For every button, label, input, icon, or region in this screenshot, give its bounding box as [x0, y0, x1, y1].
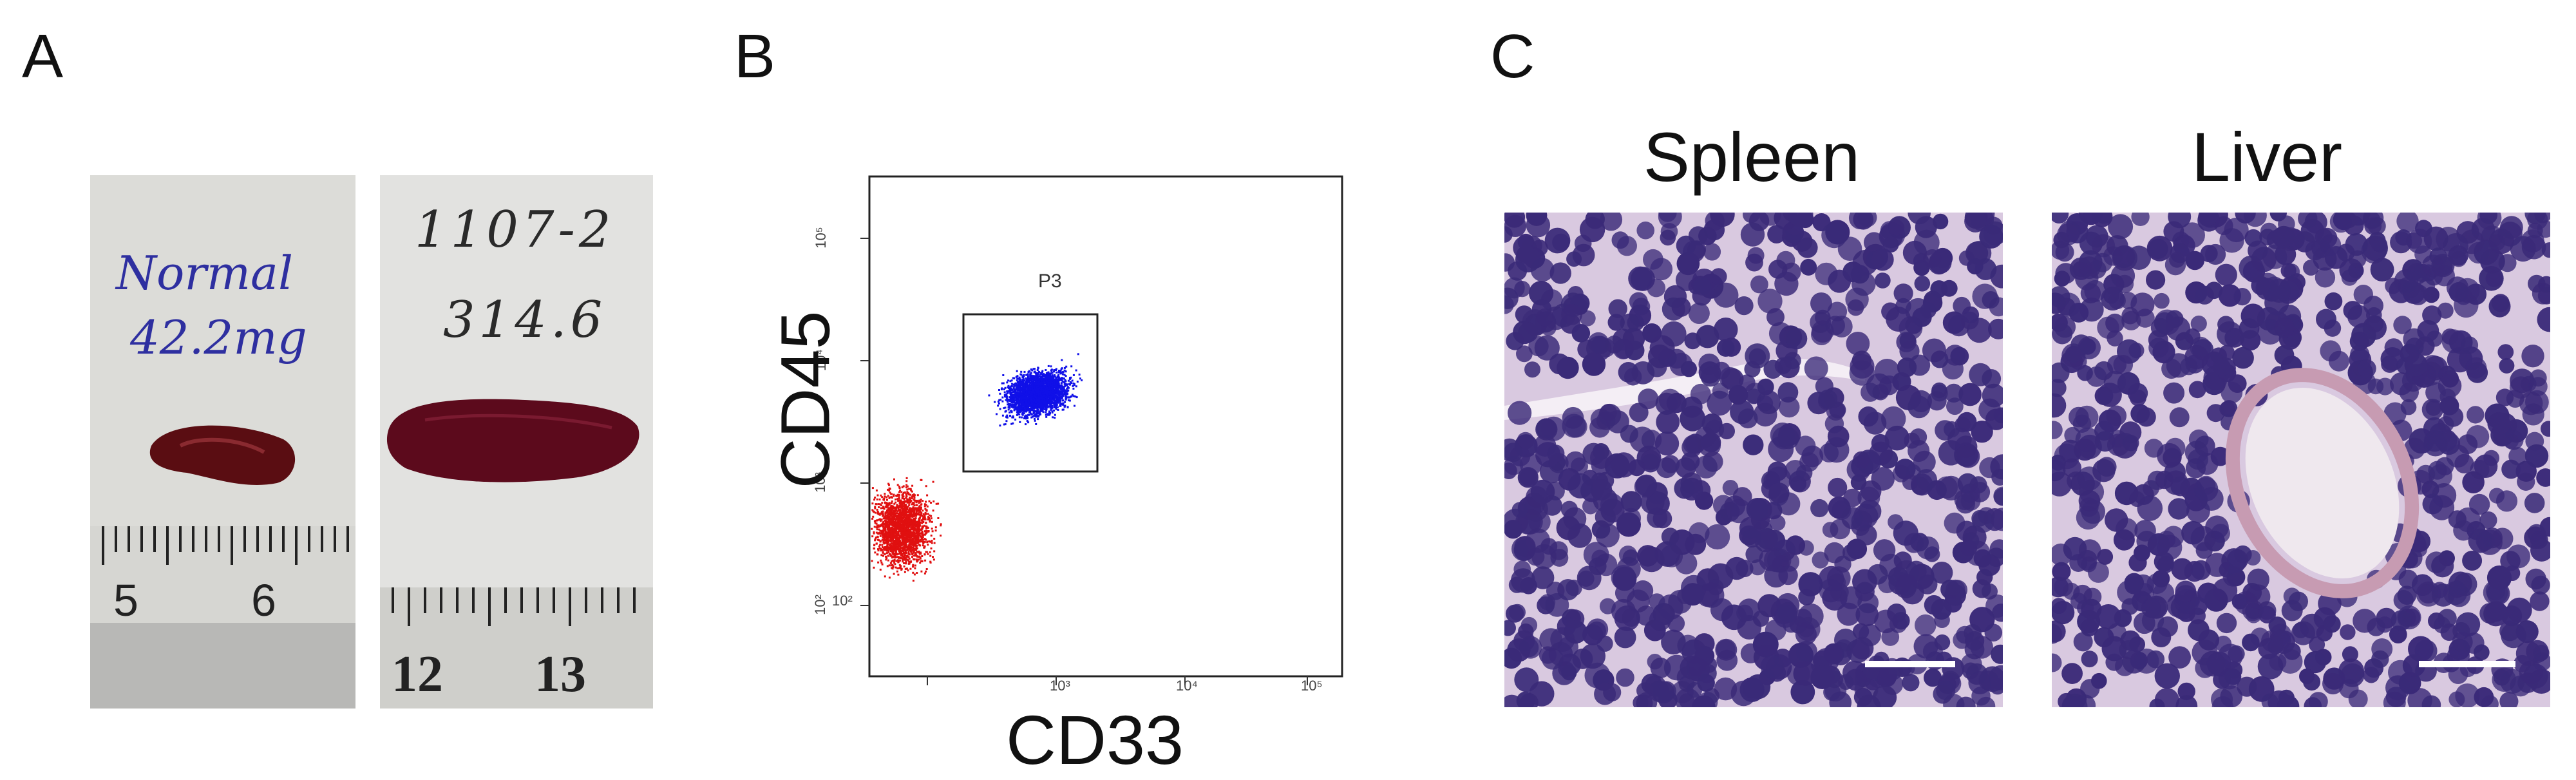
y-axis-label: CD45	[765, 321, 846, 489]
liver-histology-image	[2052, 213, 2550, 707]
ruler-left-label-5: 5	[113, 575, 138, 626]
spleen-histology-image	[1504, 213, 2003, 707]
x-axis-ticks	[927, 676, 1307, 685]
spleen-title: Spleen	[1623, 122, 1880, 192]
liver-scale-bar	[2419, 661, 2515, 667]
liver-tissue-section	[2052, 213, 2550, 707]
ruler-right-label-12: 12	[392, 645, 443, 704]
y-axis-ticks	[860, 238, 869, 605]
ruler-right-label-13: 13	[535, 645, 586, 704]
panel-letter-a: A	[22, 26, 63, 88]
x-tick-1000: 10³	[1050, 678, 1070, 694]
normal-spleen-photo: Normal 42.2mg 5 6	[90, 175, 355, 709]
spleen-tissue-section	[1504, 213, 2003, 707]
y-tick-100: 10²	[812, 595, 829, 615]
y-tick-100000: 10⁵	[813, 227, 829, 249]
enlarged-spleen-photo: 1107-2 314.6 12 13	[380, 175, 653, 709]
plot-frame	[869, 176, 1342, 676]
spleen-scale-bar	[1865, 661, 1955, 667]
ruler-left-label-6: 6	[251, 575, 276, 626]
panel-letter-c: C	[1490, 26, 1535, 88]
x-axis-label: CD33	[1006, 699, 1184, 780]
p3-gate-label: P3	[1038, 271, 1062, 292]
panel-letter-b: B	[734, 26, 775, 88]
x-tick-100: 10²	[832, 593, 853, 609]
liver-title: Liver	[2157, 122, 2376, 192]
x-tick-10000: 10⁴	[1176, 678, 1198, 694]
x-tick-100000: 10⁵	[1301, 678, 1323, 694]
